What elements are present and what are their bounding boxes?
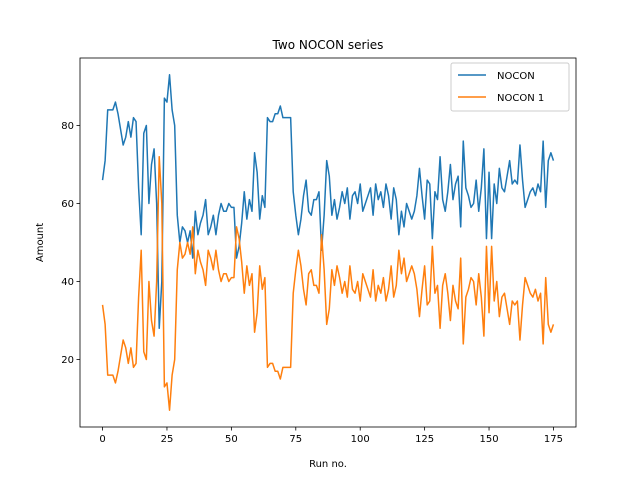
y-axis: 20 40 60 80 [61, 121, 80, 366]
x-axis: 0 25 50 75 100 125 150 175 [99, 427, 563, 445]
x-tick-label: 175 [544, 434, 563, 445]
plot-frame [79, 57, 577, 428]
series-line-nocon-1 [101, 155, 555, 411]
legend-label-nocon-1: NOCON 1 [497, 93, 544, 104]
x-tick-label: 75 [289, 434, 302, 445]
x-tick-label: 25 [161, 434, 174, 445]
plot-lines [101, 74, 555, 411]
y-axis-label: Amount [35, 223, 46, 262]
x-tick-label: 125 [415, 434, 434, 445]
y-tick-label: 40 [61, 277, 74, 288]
legend: NOCON NOCON 1 [450, 62, 570, 112]
x-tick-label: 100 [351, 434, 370, 445]
x-tick-label: 50 [225, 434, 238, 445]
y-tick-label: 60 [61, 199, 74, 210]
x-axis-label: Run no. [309, 459, 347, 470]
y-tick-label: 20 [61, 355, 74, 366]
y-tick-label: 80 [61, 121, 74, 132]
x-tick-label: 150 [479, 434, 498, 445]
series-line-nocon [101, 74, 555, 330]
legend-label-nocon: NOCON [497, 71, 535, 82]
chart-title: Two NOCON series [272, 38, 384, 52]
x-tick-label: 0 [99, 434, 105, 445]
